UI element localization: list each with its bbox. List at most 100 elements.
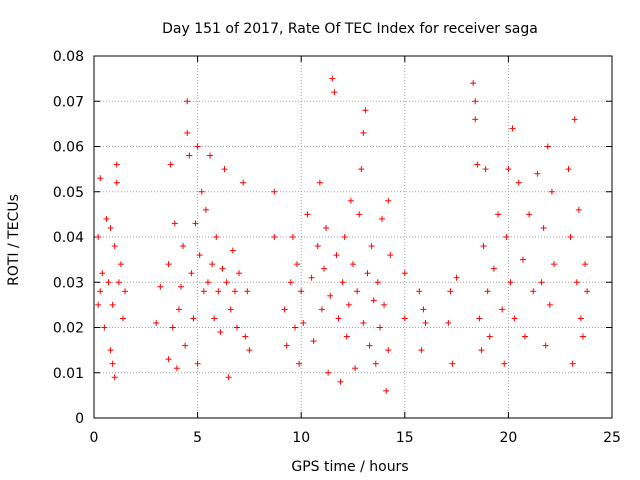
data-point xyxy=(582,261,589,268)
data-point xyxy=(217,329,224,336)
data-point xyxy=(310,338,317,345)
data-point xyxy=(577,315,584,322)
y-tick-label: 0.01 xyxy=(53,366,84,382)
data-point xyxy=(447,288,454,295)
data-point xyxy=(223,279,230,286)
data-point xyxy=(287,279,294,286)
data-point xyxy=(271,188,278,195)
data-point xyxy=(534,170,541,177)
data-point xyxy=(242,333,249,340)
data-point xyxy=(519,256,526,263)
data-point xyxy=(175,306,182,313)
data-point xyxy=(509,125,516,132)
y-tick-label: 0.06 xyxy=(53,140,84,156)
data-point xyxy=(521,333,528,340)
data-point xyxy=(495,211,502,218)
data-point xyxy=(107,347,114,354)
data-point xyxy=(482,166,489,173)
data-point xyxy=(422,319,429,326)
data-point xyxy=(470,80,477,87)
data-point xyxy=(546,301,553,308)
data-point xyxy=(567,234,574,240)
data-point xyxy=(360,319,367,326)
data-point xyxy=(542,342,549,349)
data-point xyxy=(153,319,160,326)
data-point xyxy=(283,342,290,349)
data-point xyxy=(368,243,375,250)
data-point xyxy=(122,288,129,295)
y-tick-label: 0.08 xyxy=(53,49,84,65)
data-point xyxy=(233,324,240,331)
data-point xyxy=(360,129,367,136)
data-point xyxy=(584,288,591,295)
data-point xyxy=(167,161,174,168)
data-point xyxy=(339,279,346,286)
data-point xyxy=(198,188,205,195)
data-point xyxy=(207,152,214,159)
data-point xyxy=(538,279,545,286)
data-point xyxy=(511,315,518,322)
data-point xyxy=(333,252,340,259)
y-tick-label: 0 xyxy=(75,411,84,427)
data-point xyxy=(337,378,344,385)
data-point xyxy=(213,234,220,240)
data-point xyxy=(294,261,301,268)
data-point xyxy=(169,324,176,331)
data-point xyxy=(472,98,479,105)
y-tick-label: 0.03 xyxy=(53,275,84,291)
data-point xyxy=(507,279,514,286)
data-point xyxy=(113,179,120,186)
data-point xyxy=(356,211,363,218)
data-point xyxy=(209,261,216,268)
data-point xyxy=(476,315,483,322)
data-point xyxy=(323,224,330,231)
y-axis-label: ROTI / TECUs xyxy=(6,194,22,286)
data-point xyxy=(501,360,508,367)
data-point xyxy=(95,301,102,308)
data-point xyxy=(385,197,392,204)
data-point xyxy=(379,215,386,222)
data-point xyxy=(271,234,278,240)
data-point xyxy=(281,306,288,313)
data-point xyxy=(474,161,481,168)
data-point xyxy=(117,261,124,268)
data-points xyxy=(95,75,591,394)
y-tick-label: 0.04 xyxy=(53,230,84,246)
data-point xyxy=(115,279,122,286)
data-point xyxy=(366,342,373,349)
x-tick-label: 20 xyxy=(499,430,517,446)
data-point xyxy=(565,166,572,173)
data-point xyxy=(308,274,315,281)
x-tick-label: 15 xyxy=(396,430,414,446)
data-point xyxy=(204,279,211,286)
data-point xyxy=(157,283,164,290)
data-point xyxy=(244,288,251,295)
data-point xyxy=(383,387,390,394)
data-point xyxy=(182,342,189,349)
data-point xyxy=(350,261,356,268)
data-point xyxy=(540,224,547,231)
data-point xyxy=(490,265,497,272)
data-point xyxy=(385,347,392,354)
data-point xyxy=(381,301,388,308)
data-point xyxy=(341,234,348,240)
data-point xyxy=(374,279,381,286)
data-point xyxy=(111,243,118,250)
data-point xyxy=(354,288,361,295)
data-point xyxy=(202,206,209,213)
data-point xyxy=(316,179,323,186)
data-point xyxy=(352,365,359,372)
data-point xyxy=(544,143,551,150)
data-point xyxy=(327,292,334,299)
data-point xyxy=(505,166,512,173)
data-point xyxy=(97,288,104,295)
data-point xyxy=(449,360,456,367)
x-tick-label: 10 xyxy=(292,430,310,446)
data-point xyxy=(111,374,118,381)
data-point xyxy=(550,261,557,268)
data-point xyxy=(113,161,120,168)
x-tick-label: 0 xyxy=(90,430,99,446)
data-point xyxy=(211,315,218,322)
data-point xyxy=(579,333,586,340)
